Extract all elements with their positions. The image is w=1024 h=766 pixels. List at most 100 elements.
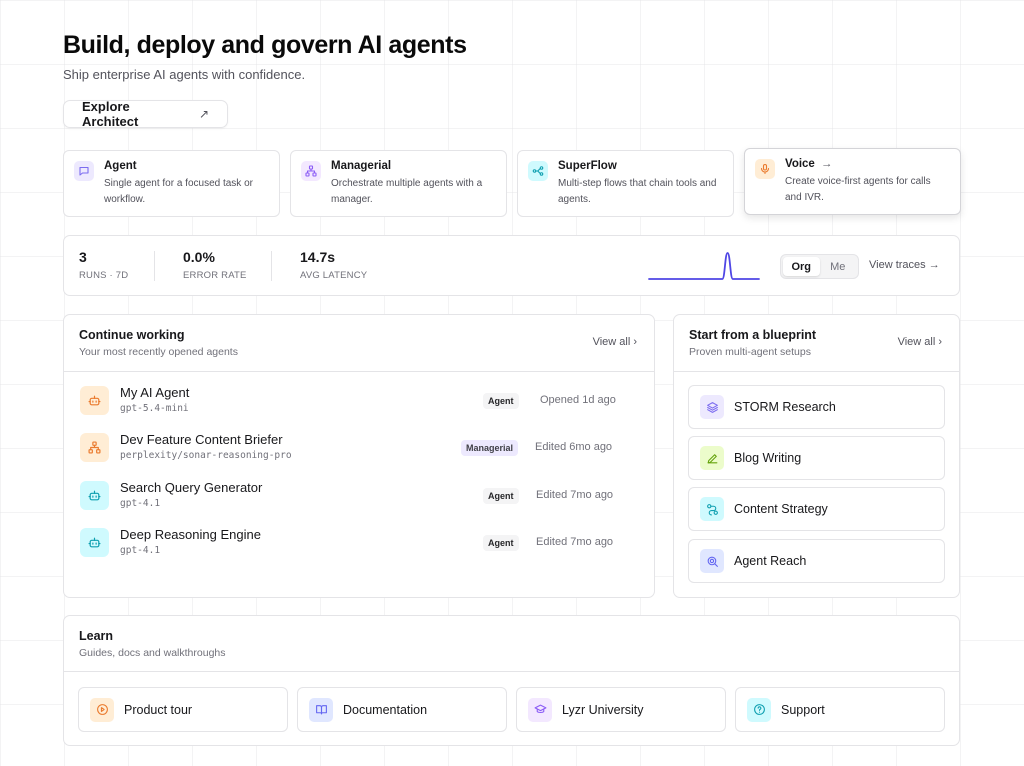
blueprint-agent-reach[interactable]: Agent Reach (688, 539, 945, 583)
blueprint-panel: Start from a blueprint Proven multi-agen… (673, 314, 960, 598)
agent-type-description: Multi-step flows that chain tools and ag… (558, 178, 717, 205)
recent-agent-row[interactable]: Search Query Generator gpt-4.1 Agent Edi… (80, 480, 638, 512)
hierarchy-icon (301, 161, 321, 181)
agent-type-cards: Agent Single agent for a focused task or… (63, 148, 961, 218)
agent-type-name: Agent (104, 160, 137, 172)
flow-icon (528, 161, 548, 181)
learn-support[interactable]: Support (735, 687, 945, 732)
bot-icon (80, 528, 109, 557)
blueprint-label: Blog Writing (734, 451, 802, 465)
agent-model: gpt-4.1 (120, 498, 161, 509)
learn-label: Lyzr University (562, 702, 644, 717)
stat-value: 0.0% (183, 249, 215, 265)
play-icon (90, 697, 114, 722)
agent-type-badge: Agent (483, 535, 519, 551)
agent-type-name: Managerial (331, 160, 392, 172)
layers-icon (700, 395, 724, 419)
stat-value: 3 (79, 249, 87, 265)
agent-model: gpt-5.4-mini (120, 403, 189, 414)
arrow-right-icon: → (820, 158, 833, 170)
stat-label: AVG LATENCY (300, 270, 368, 281)
stats-bar: 3 RUNS · 7D 0.0% ERROR RATE 14.7s AVG LA… (63, 235, 960, 296)
panel-header: Continue working Your most recently open… (64, 315, 654, 372)
divider (154, 251, 155, 281)
pencil-icon (700, 446, 724, 470)
panel-subtitle: Proven multi-agent setups (689, 346, 811, 358)
page-subtitle: Ship enterprise AI agents with confidenc… (63, 67, 306, 82)
panel-header: Learn Guides, docs and walkthroughs (64, 616, 959, 672)
stat-runs: 3 RUNS · 7D (79, 249, 128, 281)
panel-subtitle: Your most recently opened agents (79, 346, 238, 358)
explore-architect-button[interactable]: Explore Architect ↗ (63, 99, 228, 129)
agent-type-description: Orchestrate multiple agents with a manag… (331, 178, 483, 205)
page-title: Build, deploy and govern AI agents (63, 31, 467, 59)
blueprint-label: Agent Reach (734, 554, 807, 568)
explore-architect-label: Explore Architect (82, 99, 139, 129)
sparkline-path (648, 252, 760, 280)
agent-type-description: Create voice-first agents for calls and … (785, 176, 931, 203)
learn-label: Support (781, 702, 825, 717)
blueprint-storm-research[interactable]: STORM Research (688, 385, 945, 429)
view-traces-link[interactable]: View traces → (869, 259, 940, 271)
panel-header: Start from a blueprint Proven multi-agen… (674, 315, 959, 372)
agent-timestamp: Edited 7mo ago (536, 489, 614, 501)
magnify-icon (700, 549, 724, 573)
agent-type-card-agent[interactable]: Agent Single agent for a focused task or… (63, 150, 280, 217)
agent-type-card-voice[interactable]: Voice → Create voice-first agents for ca… (744, 148, 961, 215)
panel-title: Learn (79, 629, 114, 643)
recent-agent-row[interactable]: My AI Agent gpt-5.4-mini Agent Opened 1d… (80, 385, 638, 417)
agent-name: My AI Agent (120, 385, 190, 400)
agent-type-name: SuperFlow (558, 160, 617, 172)
agent-model: gpt-4.1 (120, 545, 161, 556)
microphone-icon (755, 159, 775, 179)
learn-label: Product tour (124, 702, 193, 717)
blueprint-content-strategy[interactable]: Content Strategy (688, 487, 945, 531)
hierarchy-icon (80, 433, 109, 462)
blueprint-label: Content Strategy (734, 502, 828, 516)
panel-subtitle: Guides, docs and walkthroughs (79, 647, 226, 659)
stat-avg-latency: 14.7s AVG LATENCY (300, 249, 367, 281)
panel-title: Start from a blueprint (689, 328, 817, 342)
stat-label: ERROR RATE (183, 270, 247, 281)
learn-product-tour[interactable]: Product tour (78, 687, 288, 732)
arrow-up-right-icon: ↗ (198, 107, 209, 121)
agent-type-card-superflow[interactable]: SuperFlow Multi-step flows that chain to… (517, 150, 734, 217)
route-icon (700, 497, 724, 521)
agent-type-badge: Agent (483, 488, 519, 504)
book-icon (309, 697, 333, 722)
stat-label: RUNS · 7D (79, 270, 129, 281)
agent-timestamp: Edited 7mo ago (536, 536, 614, 548)
agent-type-badge: Agent (483, 393, 519, 409)
help-circle-icon (747, 697, 771, 722)
recent-agent-row[interactable]: Dev Feature Content Briefer perplexity/s… (80, 432, 638, 464)
blueprint-blog-writing[interactable]: Blog Writing (688, 436, 945, 480)
agent-timestamp: Opened 1d ago (540, 394, 616, 406)
agent-type-description: Single agent for a focused task or workf… (104, 178, 253, 205)
learn-documentation[interactable]: Documentation (297, 687, 507, 732)
toggle-option-me[interactable]: Me (830, 260, 846, 273)
graduation-cap-icon (528, 697, 552, 722)
learn-panel: Learn Guides, docs and walkthroughs Prod… (63, 615, 960, 746)
stat-error-rate: 0.0% ERROR RATE (183, 249, 247, 281)
agent-type-name: Voice (785, 158, 815, 170)
chat-bubble-icon (74, 161, 94, 181)
recent-agent-row[interactable]: Deep Reasoning Engine gpt-4.1 Agent Edit… (80, 527, 638, 559)
learn-label: Documentation (343, 702, 428, 717)
bot-icon (80, 481, 109, 510)
panel-title: Continue working (79, 328, 185, 342)
toggle-option-org[interactable]: Org (783, 257, 820, 276)
blueprint-label: STORM Research (734, 400, 836, 414)
agent-timestamp: Edited 6mo ago (535, 441, 613, 453)
agent-type-badge: Managerial (461, 440, 519, 456)
scope-toggle[interactable]: Org Me (780, 254, 859, 279)
learn-lyzr-university[interactable]: Lyzr University (516, 687, 726, 732)
bot-icon (80, 386, 109, 415)
agent-name: Deep Reasoning Engine (120, 527, 261, 542)
view-all-link[interactable]: View all › (592, 336, 637, 348)
view-all-link[interactable]: View all › (897, 336, 942, 348)
agent-type-name-row: Voice → (785, 158, 950, 170)
runs-sparkline (648, 252, 760, 280)
agent-type-card-managerial[interactable]: Managerial Orchestrate multiple agents w… (290, 150, 507, 217)
agent-name: Dev Feature Content Briefer (120, 432, 283, 447)
agent-model: perplexity/sonar-reasoning-pro (120, 450, 292, 461)
